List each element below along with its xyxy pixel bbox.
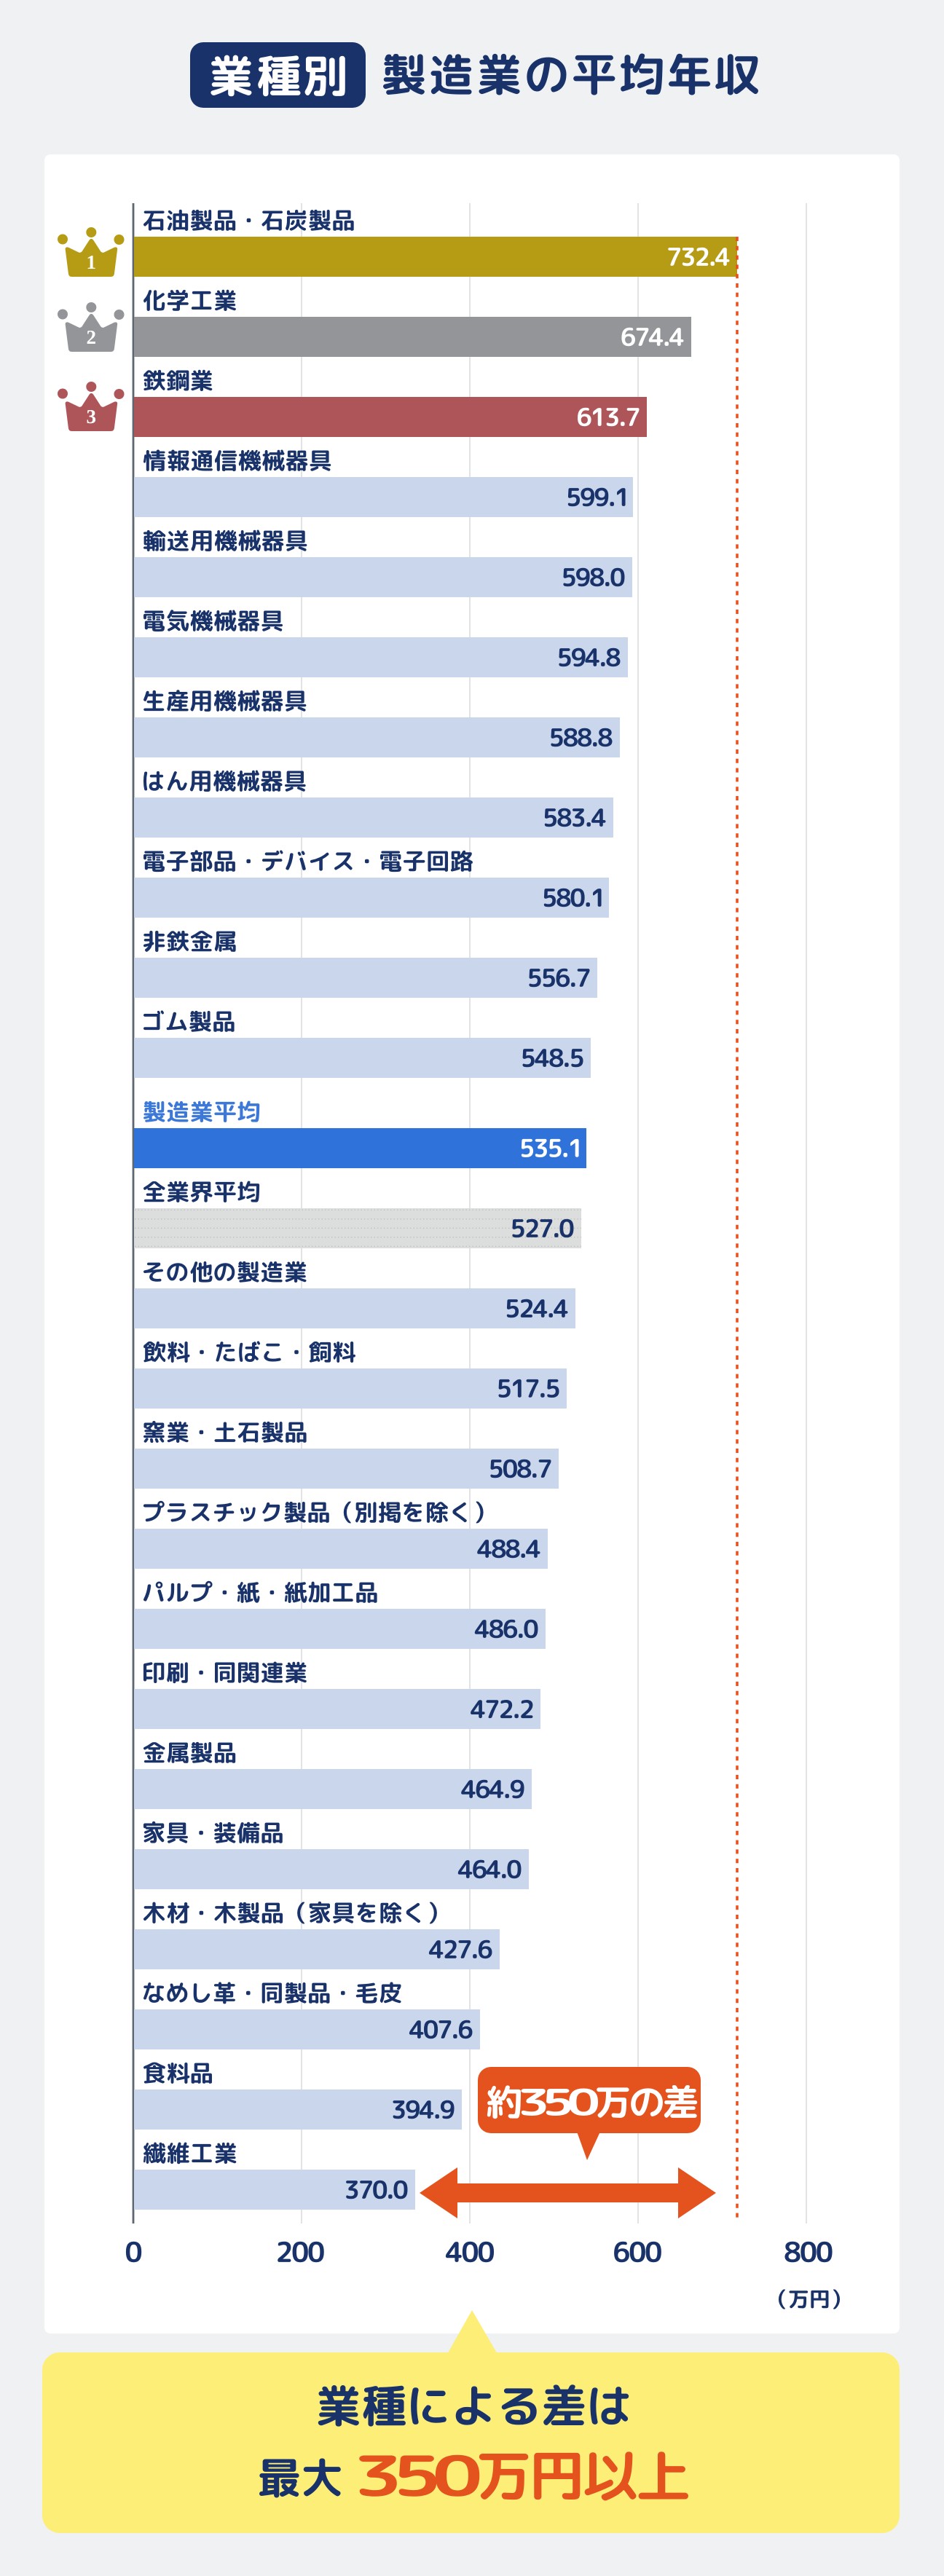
svg-text:2: 2 xyxy=(87,326,97,348)
svg-text:1: 1 xyxy=(87,251,97,273)
svg-text:3: 3 xyxy=(87,406,97,428)
